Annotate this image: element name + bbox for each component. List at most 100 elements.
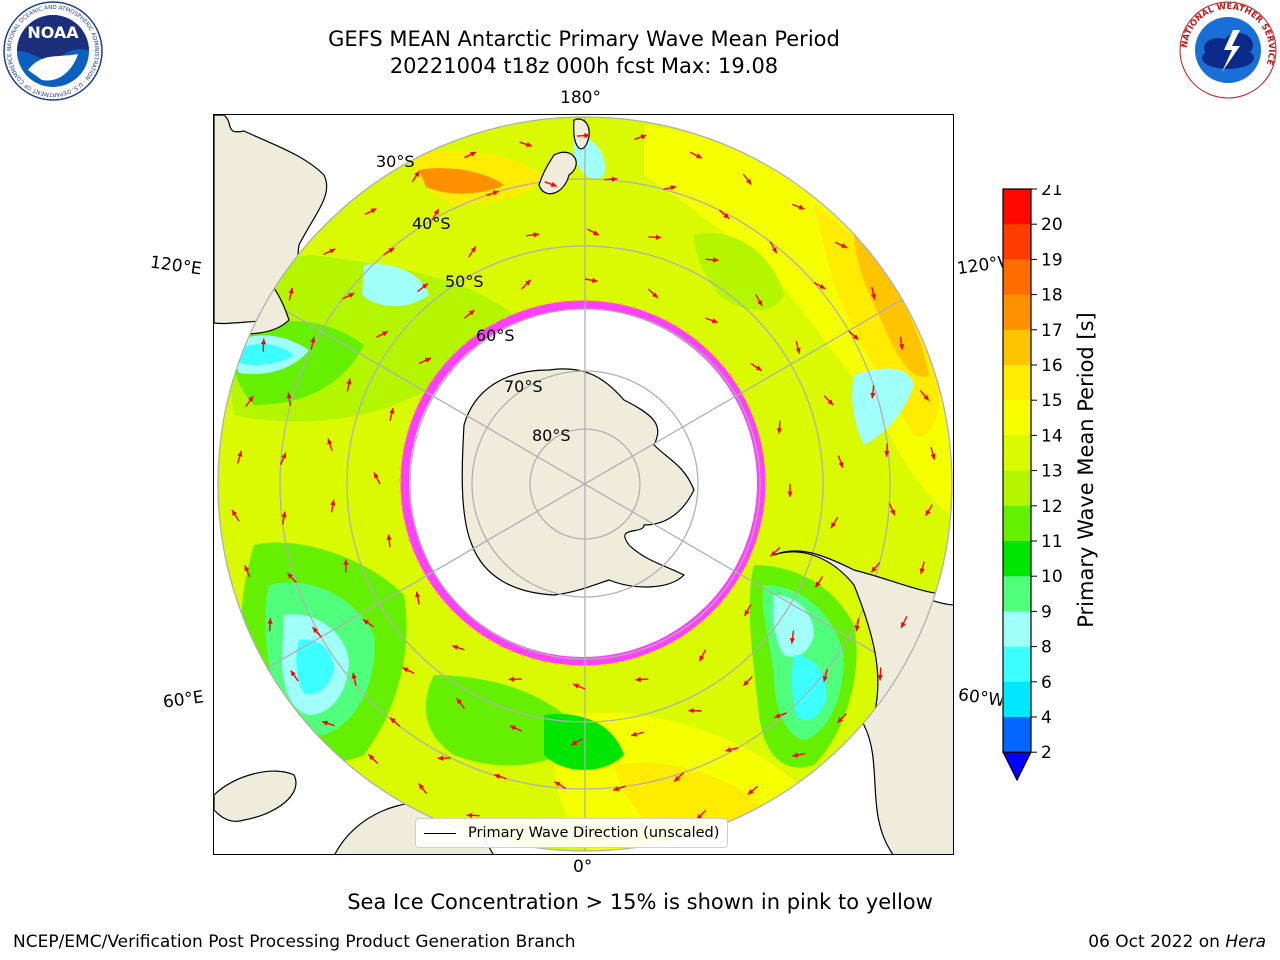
wave-direction-arrowhead [898, 343, 905, 350]
wave-direction-arrowhead [695, 153, 702, 159]
wave-direction-arrowhead [267, 618, 273, 624]
wave-direction-arrowhead [877, 674, 883, 681]
wave-direction-arrowhead [418, 783, 425, 790]
lat-label-60s: 60°S [476, 326, 515, 345]
wave-direction-arrowhead [470, 246, 476, 253]
colorbar-segment [1003, 189, 1031, 225]
footer-system: Hera [1225, 932, 1266, 952]
wave-direction-arrowhead [390, 717, 396, 724]
wave-direction-arrowhead [550, 181, 557, 187]
wave-direction-arrowhead [286, 392, 292, 399]
wave-direction-arrowhead [421, 283, 428, 289]
sea-ice-edge [400, 300, 766, 666]
footer-credit: NCEP/EMC/Verification Post Processing Pr… [13, 932, 576, 952]
wave-direction-arrowhead [509, 725, 516, 731]
wave-direction-arrowhead [492, 190, 499, 196]
wave-direction-arrowhead [389, 408, 395, 414]
lat-label-40s: 40°S [412, 214, 451, 233]
map-subtitle-run: 20221004 t18z 000h fcst Max: 19.08 [389, 54, 779, 78]
wave-direction-arrowhead [351, 672, 357, 679]
colorbar-tick-label: 10 [1041, 567, 1063, 587]
wave-direction-arrowhead [838, 461, 844, 468]
wave-direction-arrowhead [386, 534, 392, 541]
colorbar-tick-label: 13 [1041, 462, 1063, 482]
colorbar-segment [1003, 294, 1031, 331]
wave-direction-arrowhead [402, 667, 409, 673]
wave-direction-arrowhead [310, 336, 316, 343]
wave-direction-arrowhead [670, 185, 677, 191]
wave-direction-arrowhead [370, 208, 377, 214]
wave-direction-arrowhead [635, 676, 641, 683]
graticule [218, 117, 952, 851]
wave-direction-arrowhead [433, 209, 439, 216]
wave-direction-arrowhead [745, 178, 752, 185]
wave-direction-arrowhead [870, 392, 876, 399]
colorbar-segment [1003, 224, 1031, 260]
colorbar-segment [1003, 717, 1031, 753]
colorbar-tick-label: 8 [1041, 638, 1052, 658]
footer-date: 06 Oct 2022 on Hera [1088, 932, 1266, 952]
wave-direction-arrows [231, 133, 936, 833]
lon-label-bottom: 0° [573, 857, 593, 877]
wave-direction-arrowhead [533, 232, 540, 238]
wave-direction-arrowhead [884, 451, 890, 457]
wave-direction-arrowhead [414, 170, 420, 177]
colorbar-extend-arrow [1002, 751, 1032, 782]
wave-direction-arrowhead [244, 565, 250, 572]
wave-direction-arrowhead [890, 509, 895, 516]
colorbar-tick-label: 12 [1041, 497, 1063, 517]
wave-direction-arrowhead [388, 247, 395, 253]
wave-direction-arrowhead [287, 573, 294, 579]
lon-label-lower-left: 60°E [161, 687, 206, 713]
wave-direction-arrowhead [712, 257, 719, 263]
wave-direction-arrowhead [819, 283, 826, 289]
wave-direction-arrowhead [231, 509, 238, 516]
colorbar-tick-label: 14 [1041, 426, 1063, 446]
wave-direction-arrowhead [452, 644, 459, 650]
colorbar-tick-label: 11 [1041, 532, 1063, 552]
wave-direction-arrowhead [747, 789, 754, 795]
wave-direction-arrowhead [525, 279, 531, 286]
wave-direction-arrowhead [571, 740, 578, 745]
colorbar-segment [1003, 576, 1031, 612]
wave-direction-arrowhead [470, 151, 477, 157]
wave-direction-arrowhead [674, 776, 680, 782]
wave-direction-arrowhead [348, 293, 355, 298]
wave-direction-arrowhead [901, 621, 906, 628]
wave-direction-arrowhead [368, 754, 375, 761]
colorbar-segment [1003, 646, 1031, 683]
wave-direction-arrowhead [343, 559, 349, 565]
wave-direction-arrowhead [841, 243, 848, 248]
wave-direction-arrowhead [711, 318, 718, 324]
antarctica-landmass [461, 368, 695, 596]
noaa-logo-icon: NOAA NATIONAL OCEANIC AND ATMOSPHERIC AD… [2, 0, 104, 106]
wave-direction-arrowhead [815, 581, 821, 588]
wave-period-field [218, 117, 952, 851]
colorbar-segment [1003, 329, 1031, 366]
wave-direction-arrowhead [770, 550, 777, 557]
colorbar-tick-label: 9 [1041, 602, 1052, 622]
lat-label-30s: 30°S [376, 152, 415, 171]
wave-direction-arrowhead [743, 680, 749, 686]
colorbar-segment [1003, 400, 1031, 436]
wave-direction-arrowhead [776, 428, 783, 434]
colorbar: 2 4 6 8 9 10 11 12 13 14 15 16 17 18 19 20 21 [995, 180, 1085, 789]
wave-direction-arrowhead [382, 331, 389, 337]
wave-direction-arrowhead [837, 717, 843, 723]
wave-direction-arrowhead [611, 176, 618, 182]
colorbar-tick-label: 20 [1041, 215, 1063, 235]
colorbar-tick-label: 21 [1041, 185, 1063, 200]
map-title: GEFS MEAN Antarctic Primary Wave Mean Pe… [328, 27, 840, 51]
wave-direction-arrowhead [925, 509, 931, 516]
colorbar-tick-label: 4 [1041, 708, 1052, 728]
wave-direction-arrowhead [592, 277, 598, 283]
wave-direction-arrowhead [827, 399, 834, 406]
colorbar-segment [1003, 470, 1031, 507]
wave-direction-arrowhead [831, 522, 837, 529]
wave-direction-arrowhead [508, 676, 515, 682]
wave-direction-arrowhead [322, 720, 329, 726]
wave-direction-arrowhead [919, 568, 925, 575]
lat-label-70s: 70°S [504, 377, 543, 396]
wave-direction-arrowhead [871, 566, 877, 573]
colorbar-tick-label: 17 [1041, 321, 1063, 341]
